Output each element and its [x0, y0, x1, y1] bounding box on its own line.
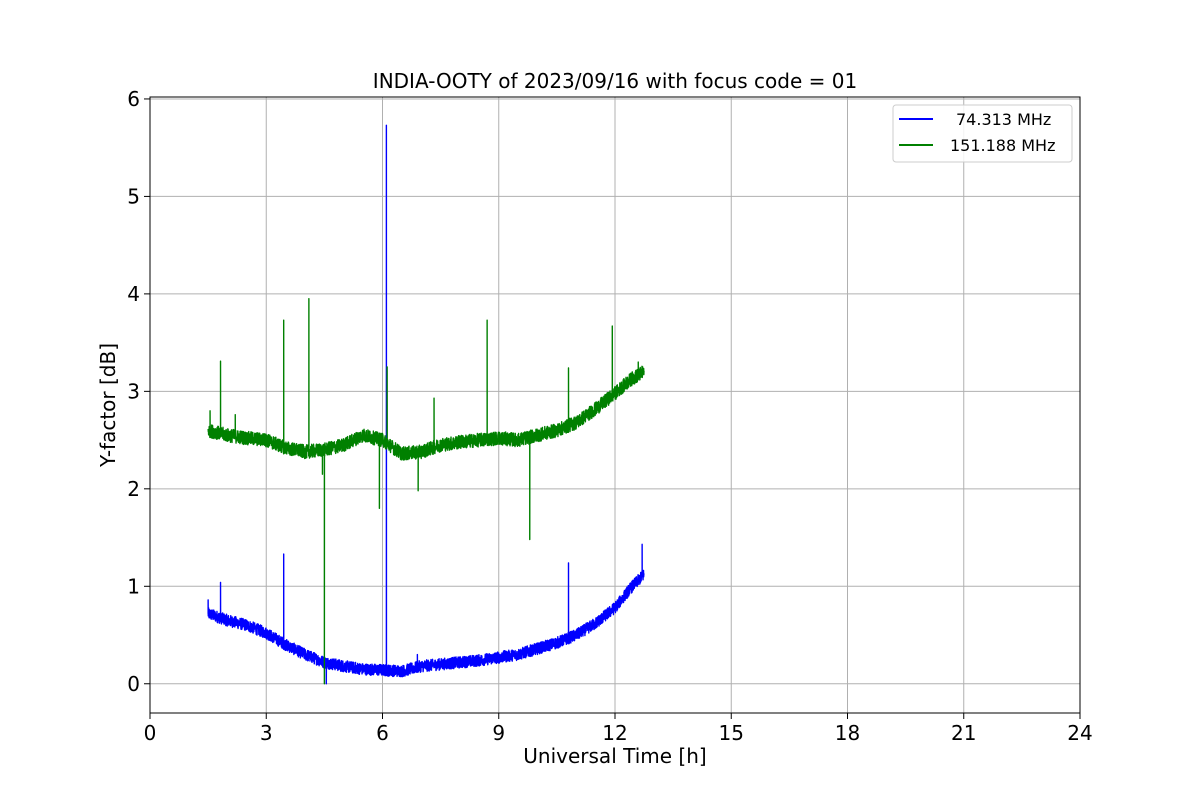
y-tick-label: 4 — [127, 282, 140, 306]
x-axis-label: Universal Time [h] — [523, 744, 706, 768]
x-tick-label: 15 — [719, 721, 744, 745]
x-tick-label: 3 — [260, 721, 273, 745]
x-tick-label: 9 — [492, 721, 505, 745]
y-tick-label: 3 — [127, 379, 140, 403]
x-tick-label: 6 — [376, 721, 389, 745]
legend-label-74mhz: 74.313 MHz — [956, 110, 1051, 129]
x-tick-label: 12 — [602, 721, 627, 745]
y-tick-label: 5 — [127, 184, 140, 208]
x-tick-label: 21 — [951, 721, 976, 745]
x-tick-label: 0 — [144, 721, 157, 745]
series-line-151mhz — [207, 298, 645, 685]
x-tick-label: 18 — [835, 721, 860, 745]
y-tick-label: 6 — [127, 87, 140, 111]
legend-box — [892, 104, 1073, 163]
y-tick-label: 2 — [127, 477, 140, 501]
y-tick-label: 1 — [127, 574, 140, 598]
series-line-74mhz — [207, 124, 645, 685]
series-layer — [207, 124, 645, 685]
legend-label-151mhz: 151.188 MHz — [950, 136, 1055, 155]
legend: 74.313 MHz 151.188 MHz — [892, 104, 1073, 163]
y-tick-label: 0 — [127, 672, 140, 696]
x-tick-label: 24 — [1067, 721, 1092, 745]
chart-title: INDIA-OOTY of 2023/09/16 with focus code… — [373, 69, 857, 93]
y-axis-label: Y-factor [dB] — [96, 343, 120, 468]
